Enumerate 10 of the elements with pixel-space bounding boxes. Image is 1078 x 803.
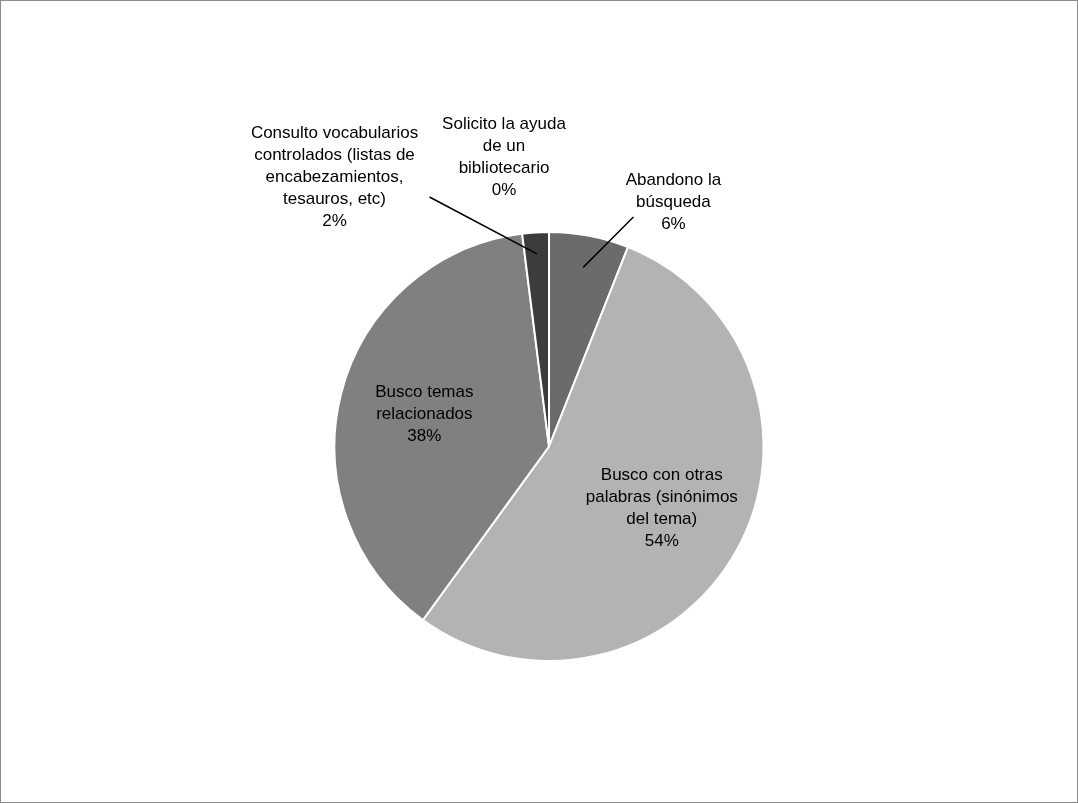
data-label: 54% (644, 531, 679, 551)
text: 0% (491, 179, 517, 199)
slice-label: Busco temas relacionados (375, 382, 474, 424)
data-label: 2% (322, 210, 347, 230)
slice-label: Consulto vocabularios controlados (listas de encabezamientos, tesauros, etc) (250, 122, 419, 208)
slice-label: Busco con otras palabras (sinónimos del tema) (585, 465, 738, 529)
category-label: Solicito la ayuda de un bibliotecario (442, 113, 566, 177)
slice-label: Abandono la búsqueda (625, 169, 722, 211)
data-label: 6% (661, 213, 686, 233)
data-label: 38% (407, 426, 442, 446)
